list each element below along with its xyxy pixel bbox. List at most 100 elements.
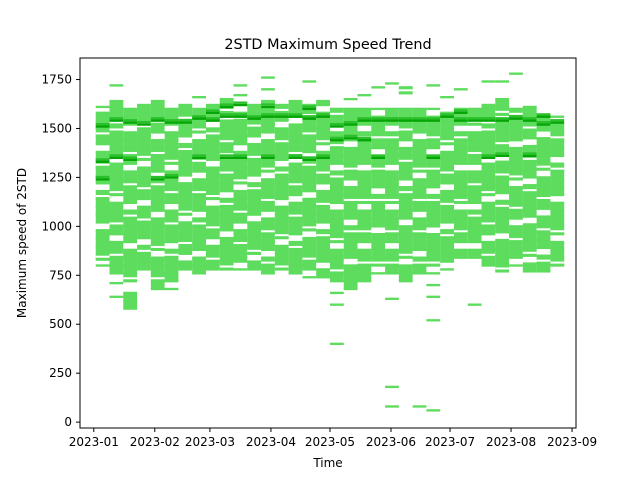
heatmap-cell xyxy=(109,124,124,133)
heatmap-cell xyxy=(219,158,234,161)
heatmap-cell xyxy=(316,101,330,105)
heatmap-gap xyxy=(550,230,565,233)
heatmap-cell xyxy=(123,273,138,282)
heatmap-cell xyxy=(371,210,386,219)
heatmap-cell xyxy=(316,253,330,262)
heatmap-cell xyxy=(495,80,510,83)
heatmap-cell xyxy=(233,245,248,254)
heatmap-gap xyxy=(522,251,537,254)
heatmap-cell xyxy=(233,268,248,271)
heatmap-cell xyxy=(467,108,482,117)
heatmap-cell xyxy=(247,159,262,168)
heatmap-cell xyxy=(522,240,537,248)
heatmap-gap xyxy=(150,183,165,186)
heatmap-cell xyxy=(453,178,468,181)
heatmap-cell xyxy=(261,140,275,149)
heatmap-cell-dense xyxy=(233,156,248,160)
heatmap-cell xyxy=(329,234,344,243)
heatmap-cell-mid xyxy=(261,113,275,116)
heatmap-cell xyxy=(123,218,138,227)
heatmap-cell xyxy=(440,206,454,215)
heatmap-cell-dense xyxy=(316,156,330,160)
heatmap-cell xyxy=(95,151,110,160)
heatmap-gap xyxy=(261,198,275,201)
heatmap-cell xyxy=(178,260,193,263)
heatmap-cell xyxy=(123,292,138,301)
heatmap-cell xyxy=(205,144,220,152)
heatmap-cell xyxy=(192,170,206,173)
heatmap-cell xyxy=(522,184,537,187)
heatmap-cell xyxy=(536,146,551,154)
x-tick-label: 2023-08 xyxy=(486,435,536,449)
heatmap-cell xyxy=(481,115,496,118)
heatmap-cell xyxy=(453,155,468,164)
heatmap-cell xyxy=(95,206,110,215)
heatmap-cell xyxy=(509,256,523,259)
heatmap-gap xyxy=(357,104,372,107)
heatmap-cell-mid xyxy=(150,117,165,120)
heatmap-gap xyxy=(95,103,110,106)
x-tick-label: 2023-06 xyxy=(366,435,416,449)
heatmap-cell xyxy=(453,171,468,180)
heatmap-cell xyxy=(192,195,206,203)
heatmap-cell-dense xyxy=(495,119,510,122)
heatmap-cell xyxy=(192,202,206,211)
heatmap-cell-dense xyxy=(550,121,565,124)
heatmap-cell xyxy=(550,210,565,219)
heatmap-cell-mid xyxy=(426,154,441,157)
heatmap-cell-dense xyxy=(398,119,413,122)
heatmap-cell xyxy=(371,202,386,211)
heatmap-cell xyxy=(123,265,138,274)
heatmap-cell xyxy=(343,249,358,258)
heatmap-cell xyxy=(453,187,468,196)
heatmap-cell xyxy=(495,113,510,116)
heatmap-cell xyxy=(123,187,138,196)
heatmap-cell xyxy=(164,210,179,219)
heatmap-cell xyxy=(509,132,523,141)
heatmap-cell xyxy=(550,257,565,266)
heatmap-cell xyxy=(302,120,317,129)
heatmap-cell xyxy=(261,163,275,172)
x-tick-label: 2023-09 xyxy=(547,435,597,449)
heatmap-cell xyxy=(536,240,551,248)
heatmap-cell xyxy=(440,120,454,129)
heatmap-cell-mid xyxy=(316,154,330,157)
heatmap-cell xyxy=(205,222,220,231)
heatmap-cell xyxy=(247,230,262,239)
heatmap-cell-mid xyxy=(205,109,220,112)
heatmap-cell xyxy=(123,178,138,181)
heatmap-cell xyxy=(495,247,510,256)
heatmap-cell xyxy=(219,175,234,184)
y-tick-label: 500 xyxy=(49,317,72,331)
heatmap-cell xyxy=(412,234,427,243)
heatmap-cell xyxy=(509,264,523,267)
heatmap-cell xyxy=(178,120,193,129)
heatmap-cell xyxy=(95,191,110,199)
heatmap-cell xyxy=(137,128,151,137)
heatmap-cell xyxy=(205,183,220,192)
heatmap-gap xyxy=(247,155,262,158)
heatmap-cell xyxy=(178,167,193,176)
heatmap-cell xyxy=(467,107,482,111)
heatmap-cell xyxy=(178,112,193,121)
heatmap-cell xyxy=(164,108,179,117)
heatmap-gap xyxy=(522,157,537,160)
heatmap-gap xyxy=(150,214,165,217)
heatmap-cell xyxy=(536,144,551,148)
heatmap-cell-dense xyxy=(509,117,523,120)
heatmap-cell xyxy=(205,112,220,121)
heatmap-cell-mid xyxy=(481,117,496,120)
heatmap-cell xyxy=(109,202,124,211)
heatmap-gap xyxy=(329,112,344,115)
heatmap-cell xyxy=(109,171,124,180)
heatmap-cell xyxy=(164,162,179,165)
heatmap-gap xyxy=(192,93,206,96)
heatmap-cell xyxy=(509,116,523,125)
heatmap-cell xyxy=(385,265,399,274)
heatmap-cell-dense xyxy=(453,111,468,114)
heatmap-cell xyxy=(426,409,441,412)
heatmap-cell xyxy=(150,140,165,149)
heatmap-cell xyxy=(247,119,262,122)
heatmap-gap xyxy=(412,198,427,201)
heatmap-cell xyxy=(137,127,151,130)
